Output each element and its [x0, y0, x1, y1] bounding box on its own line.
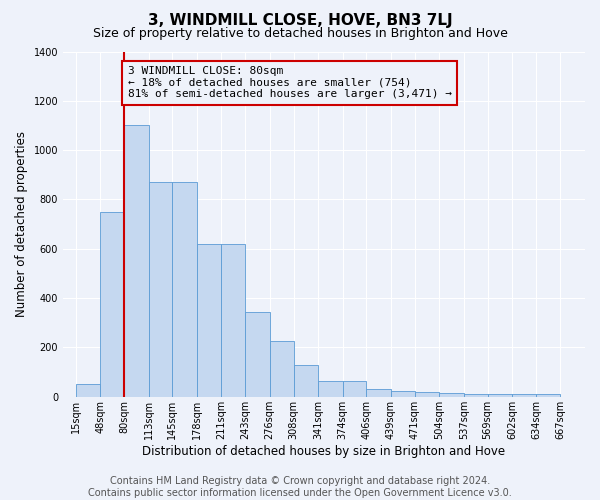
Bar [124, 126, 149, 397]
Bar [270, 342, 293, 397]
X-axis label: Distribution of detached houses by size in Brighton and Hove: Distribution of detached houses by size … [142, 444, 506, 458]
Bar [391, 390, 415, 397]
Bar [343, 381, 367, 397]
Bar [221, 244, 245, 397]
Text: Size of property relative to detached houses in Brighton and Hove: Size of property relative to detached ho… [92, 28, 508, 40]
Bar [293, 364, 318, 397]
Bar [464, 394, 488, 397]
Bar [197, 244, 221, 397]
Bar [367, 390, 391, 397]
Bar [172, 182, 197, 397]
Bar [76, 384, 100, 397]
Bar [100, 212, 124, 397]
Bar [318, 381, 343, 397]
Text: Contains HM Land Registry data © Crown copyright and database right 2024.
Contai: Contains HM Land Registry data © Crown c… [88, 476, 512, 498]
Bar [512, 394, 536, 397]
Bar [245, 312, 270, 397]
Bar [488, 394, 512, 397]
Bar [149, 182, 172, 397]
Text: 3, WINDMILL CLOSE, HOVE, BN3 7LJ: 3, WINDMILL CLOSE, HOVE, BN3 7LJ [148, 12, 452, 28]
Bar [536, 394, 560, 397]
Text: 3 WINDMILL CLOSE: 80sqm
← 18% of detached houses are smaller (754)
81% of semi-d: 3 WINDMILL CLOSE: 80sqm ← 18% of detache… [128, 66, 452, 100]
Y-axis label: Number of detached properties: Number of detached properties [15, 131, 28, 317]
Bar [439, 393, 464, 397]
Bar [415, 392, 439, 397]
